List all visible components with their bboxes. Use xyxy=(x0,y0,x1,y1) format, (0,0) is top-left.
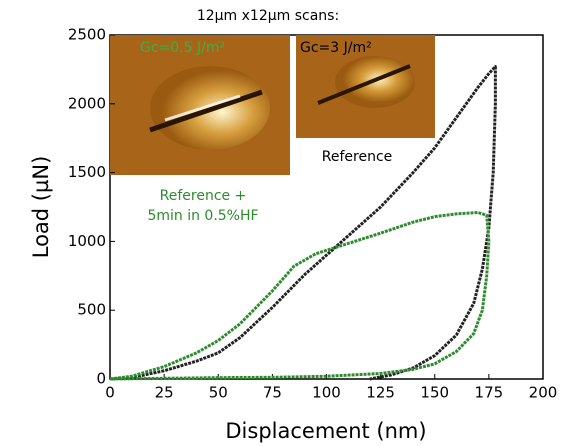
annotation: Reference + xyxy=(160,188,247,204)
annotation: Gc=0.5 J/m² xyxy=(140,40,225,56)
x-tick-label: 150 xyxy=(420,384,449,402)
y-tick-label: 2000 xyxy=(68,94,106,112)
y-tick-label: 0 xyxy=(96,370,106,388)
x-tick-label: 100 xyxy=(312,384,341,402)
y-tick-label: 1000 xyxy=(68,232,106,250)
afm-image xyxy=(110,35,290,175)
x-tick-label: 25 xyxy=(155,384,174,402)
x-tick-label: 125 xyxy=(366,384,395,402)
y-tick-label: 1500 xyxy=(68,163,106,181)
x-axis-label: Displacement (nm) xyxy=(225,419,426,443)
x-tick-label: 175 xyxy=(475,384,504,402)
y-tick-label: 500 xyxy=(77,301,106,319)
chart-title: 12µm x12µm scans: xyxy=(197,8,339,24)
data-line xyxy=(110,213,489,379)
annotation: Gc=3 J/m² xyxy=(300,40,372,56)
x-tick-label: 50 xyxy=(209,384,228,402)
y-tick-label: 2500 xyxy=(68,26,106,44)
chart: 12µm x12µm scans: Gc=0.5 J/m² Gc=3 J/m² … xyxy=(0,0,563,446)
x-tick-label: 0 xyxy=(105,384,115,402)
annotation: Reference xyxy=(322,149,393,165)
x-tick-label: 200 xyxy=(529,384,558,402)
annotation: 5min in 0.5%HF xyxy=(147,208,258,224)
y-axis-label: Load (µN) xyxy=(29,156,53,259)
x-tick-label: 75 xyxy=(263,384,282,402)
